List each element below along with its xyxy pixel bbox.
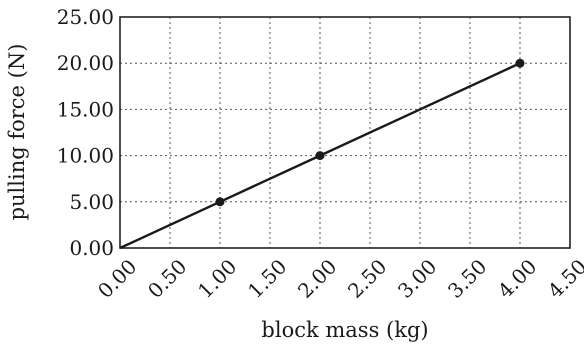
x-tick-label: 2.00: [293, 254, 341, 302]
y-tick-label: 20.00: [57, 51, 114, 75]
series-line: [119, 62, 521, 250]
grid: [120, 17, 570, 248]
y-tick-label: 15.00: [57, 97, 114, 121]
x-tick-label: 1.50: [243, 254, 291, 302]
x-tick-label: 2.50: [343, 254, 391, 302]
x-tick-label: 3.00: [393, 254, 441, 302]
x-tick-label: 4.00: [493, 254, 541, 302]
x-tick-label: 0.50: [143, 254, 191, 302]
data-point: [315, 151, 325, 161]
plot-frame: [119, 16, 571, 249]
x-tick-label: 3.50: [443, 254, 491, 302]
x-tick-label: 4.50: [543, 254, 584, 302]
y-axis-ticks: 0.00 5.00 10.00 15.00 20.00 25.00: [57, 5, 114, 260]
x-axis-label: block mass (kg): [261, 318, 428, 342]
y-tick-label: 5.00: [69, 190, 114, 214]
data-point: [215, 197, 225, 207]
x-tick-label: 0.00: [93, 254, 141, 302]
y-tick-label: 25.00: [57, 5, 114, 29]
data-point: [515, 58, 525, 68]
x-axis-ticks: 0.00 0.50 1.00 1.50 2.00 2.50 3.00 3.50 4.00 4.50: [93, 254, 584, 302]
x-tick-label: 1.00: [193, 254, 241, 302]
y-tick-label: 10.00: [57, 144, 114, 168]
y-axis-label: pulling force (N): [5, 44, 29, 221]
series: [119, 58, 525, 250]
y-tick-label: 0.00: [69, 236, 114, 260]
